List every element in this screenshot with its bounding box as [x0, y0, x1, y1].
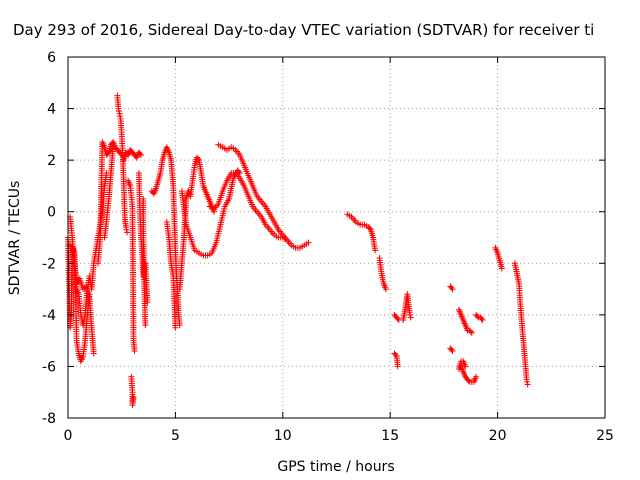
data-point	[90, 350, 97, 357]
data-point	[474, 313, 481, 320]
data-point	[284, 237, 291, 244]
data-point	[131, 347, 138, 354]
data-point	[473, 373, 480, 380]
data-point	[172, 324, 179, 331]
y-tick-label: 2	[47, 153, 56, 169]
data-point	[467, 328, 474, 335]
data-point	[142, 322, 149, 329]
y-tick-label: -8	[42, 411, 56, 427]
data-point	[115, 105, 122, 112]
data-point	[524, 381, 531, 388]
data-marks	[65, 92, 531, 409]
data-point	[116, 108, 123, 115]
data-point	[124, 229, 131, 236]
data-point	[372, 247, 379, 254]
data-point	[305, 239, 312, 246]
data-point	[382, 286, 389, 293]
data-point	[116, 110, 123, 117]
y-axis-title: SDTVAR / TECUs	[7, 181, 23, 296]
data-point	[524, 378, 531, 385]
data-point	[117, 113, 124, 120]
data-point	[136, 150, 143, 157]
data-point	[394, 315, 401, 322]
data-point	[448, 284, 455, 291]
data-point	[144, 298, 151, 305]
y-tick-label: -2	[42, 256, 56, 272]
axis-ticks	[67, 56, 606, 419]
data-point	[478, 315, 485, 322]
data-point	[449, 347, 456, 354]
x-tick-label: 10	[274, 428, 292, 444]
data-point	[123, 226, 130, 233]
y-tick-label: 6	[47, 50, 56, 66]
grid-lines	[68, 57, 605, 418]
x-tick-labels: 0 5 10 15 20 25	[64, 428, 614, 444]
data-point	[449, 286, 456, 293]
data-point	[122, 224, 129, 231]
data-point	[366, 225, 373, 232]
x-tick-label: 5	[171, 428, 180, 444]
x-tick-label: 20	[489, 428, 507, 444]
data-point	[465, 377, 472, 384]
y-tick-label: -4	[42, 308, 56, 324]
y-tick-label: -6	[42, 359, 56, 375]
x-tick-label: 15	[381, 428, 399, 444]
y-tick-label: 0	[47, 205, 56, 221]
data-point	[468, 329, 475, 336]
data-point	[407, 311, 414, 318]
chart-title: Day 293 of 2016, Sidereal Day-to-day VTE…	[13, 21, 594, 39]
data-point	[462, 363, 469, 370]
data-point	[406, 309, 413, 316]
x-axis-title: GPS time / hours	[277, 459, 394, 475]
data-point	[138, 151, 145, 158]
data-point	[479, 317, 486, 324]
plot-frame	[67, 56, 606, 419]
y-tick-label: 4	[47, 102, 56, 118]
data-point	[110, 144, 117, 151]
data-point	[130, 394, 137, 401]
y-tick-labels: -8 -6 -4 -2 0 2 4 6	[42, 50, 56, 427]
data-point	[407, 314, 414, 321]
data-point	[523, 376, 530, 383]
x-tick-label: 25	[596, 428, 614, 444]
data-point	[448, 346, 455, 353]
data-point	[394, 363, 401, 370]
data-point	[194, 155, 201, 162]
x-tick-label: 0	[64, 428, 73, 444]
data-point	[392, 351, 399, 358]
data-point	[498, 265, 505, 272]
